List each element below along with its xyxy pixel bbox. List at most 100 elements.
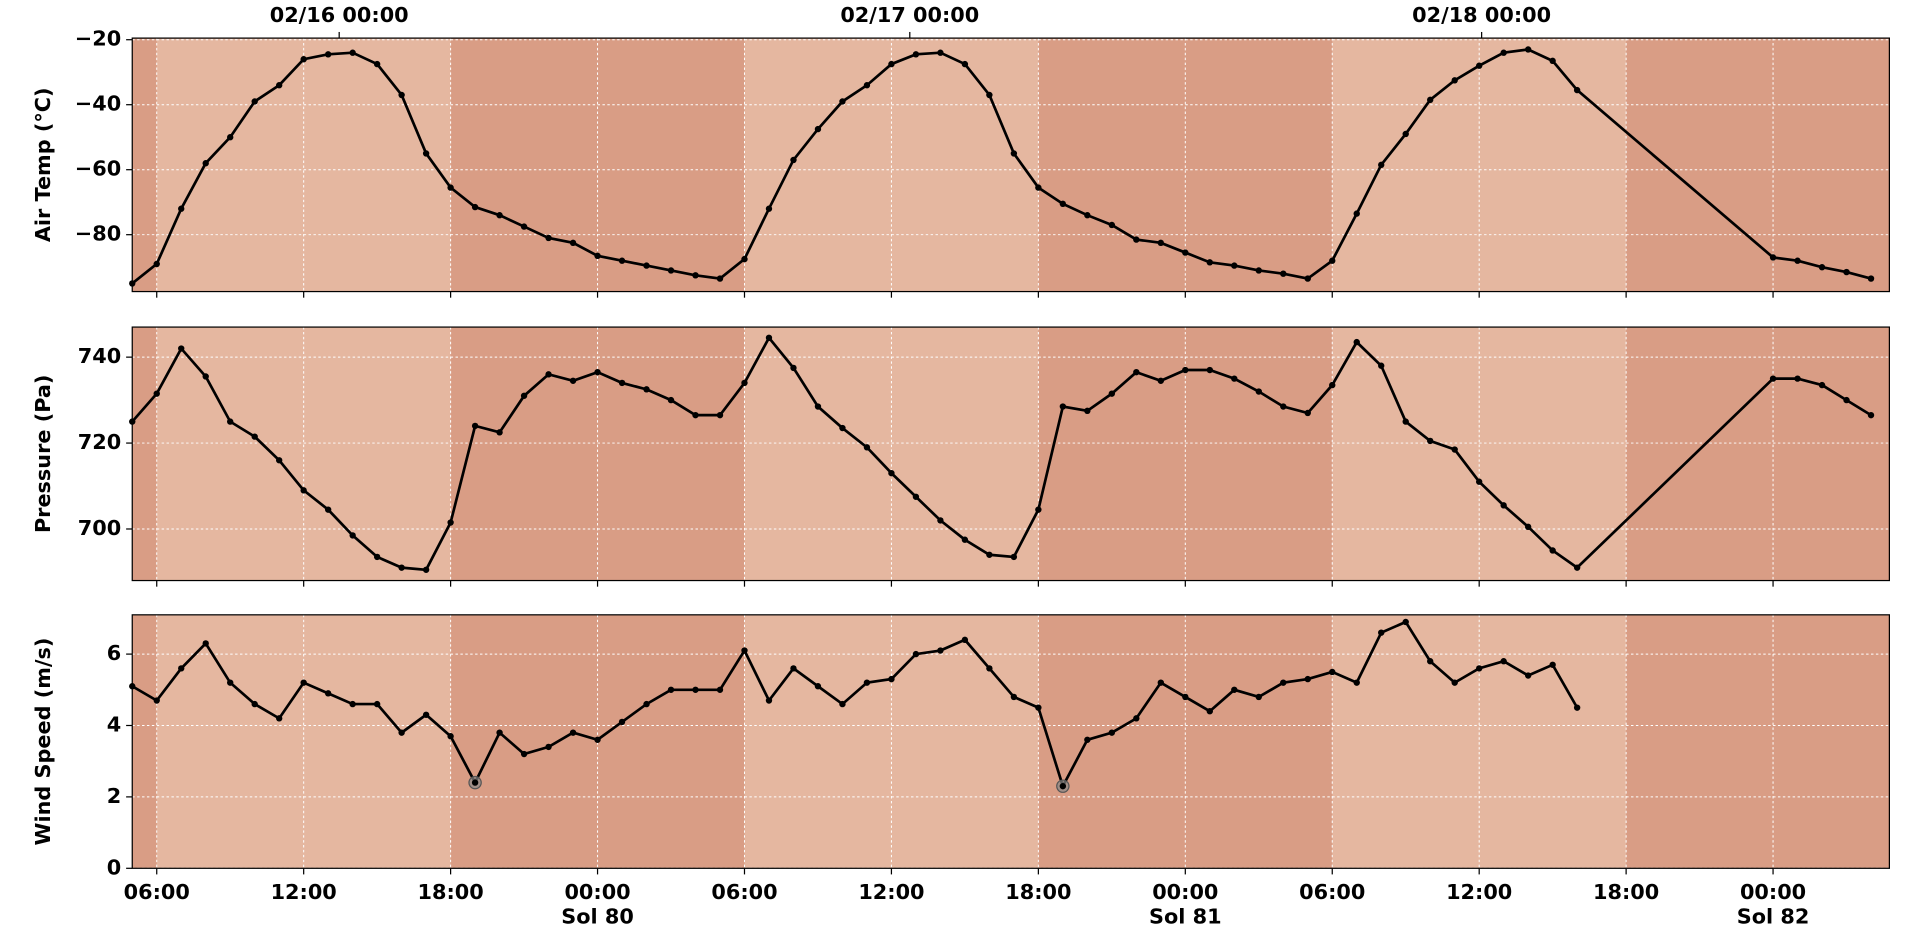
data-point [716,411,724,419]
data-point [202,373,209,380]
data-point [790,665,797,672]
data-point [545,743,552,751]
data-point [520,392,528,399]
top-x-tick-label: 02/17 00:00 [840,3,979,27]
data-point [1157,377,1164,384]
y-tick-label: 0 [107,855,121,879]
data-point [1035,184,1042,191]
x-tick-label: 12:00 [1446,880,1512,904]
data-point [1084,736,1091,743]
data-point [202,640,209,647]
data-point [1157,239,1164,247]
x-tick-label: 00:00 [564,880,630,904]
data-point [1427,437,1434,445]
data-point [643,262,650,269]
data-point [496,729,503,736]
data-point [1206,708,1213,715]
data-point [863,444,871,451]
data-point [986,551,993,558]
y-tick-label: 4 [107,712,121,736]
data-point [496,212,503,219]
data-point [373,700,381,708]
data-point [398,91,405,99]
data-point [1476,478,1483,485]
data-point [1304,275,1311,282]
data-point [496,429,503,436]
data-point [618,257,626,264]
data-point [324,506,332,513]
night-band [132,327,157,581]
data-point [349,49,356,56]
data-point [1182,693,1189,701]
data-point [373,60,381,68]
data-point [863,82,871,89]
data-point [1402,130,1409,138]
night-band [132,614,157,869]
data-point [1451,77,1458,84]
data-point [692,411,699,419]
y-axis-label: Air Temp (°C) [31,87,55,242]
data-point [888,675,895,683]
data-point [1059,783,1067,790]
data-point [1476,62,1483,69]
top-x-tick-label: 02/18 00:00 [1412,3,1551,27]
x-tick-label: 06:00 [124,880,190,904]
data-point [986,665,993,672]
data-point [643,386,650,393]
data-point [398,729,405,736]
data-point [422,711,430,718]
y-tick-label: 720 [78,430,121,454]
data-point [1010,553,1018,561]
top-x-tick-label: 02/16 00:00 [270,3,409,27]
data-point [1206,366,1213,374]
data-point [1524,672,1532,679]
data-point [716,686,724,693]
data-point [1206,259,1213,266]
data-point [814,403,822,410]
data-point [1010,150,1018,157]
data-point [765,334,773,341]
data-point [1231,375,1238,382]
day-background [132,38,1890,292]
data-point [153,260,160,268]
night-band [1038,327,1333,581]
data-point [667,686,675,693]
data-point [227,679,234,686]
data-point [692,686,699,693]
data-point [520,223,528,230]
data-point [814,683,822,690]
data-point [692,272,699,279]
data-point [422,150,430,157]
x-tick-label: 12:00 [271,880,337,904]
data-point [1084,407,1091,415]
data-point [1255,388,1262,395]
data-point [1255,267,1262,274]
night-band [1626,327,1890,581]
data-point [1231,686,1238,693]
data-point [839,424,846,432]
data-point [1133,236,1140,243]
data-point [1427,658,1434,665]
data-point [1182,249,1189,256]
data-point [1133,368,1140,376]
data-point [912,650,920,658]
data-point [961,636,969,644]
x-tick-label: 06:00 [711,880,777,904]
data-point [1843,396,1850,404]
data-point [251,700,258,708]
data-point [1035,704,1042,711]
data-point [447,519,454,526]
data-point [178,205,185,212]
data-point [1769,375,1777,382]
data-point [324,690,332,697]
data-point [937,647,944,654]
data-point [1108,729,1116,736]
data-point [569,239,577,247]
data-point [471,779,479,786]
plot-frame [131,326,1890,582]
data-point [667,267,675,274]
data-point [178,665,185,672]
data-point [912,51,920,58]
data-point [937,517,944,524]
